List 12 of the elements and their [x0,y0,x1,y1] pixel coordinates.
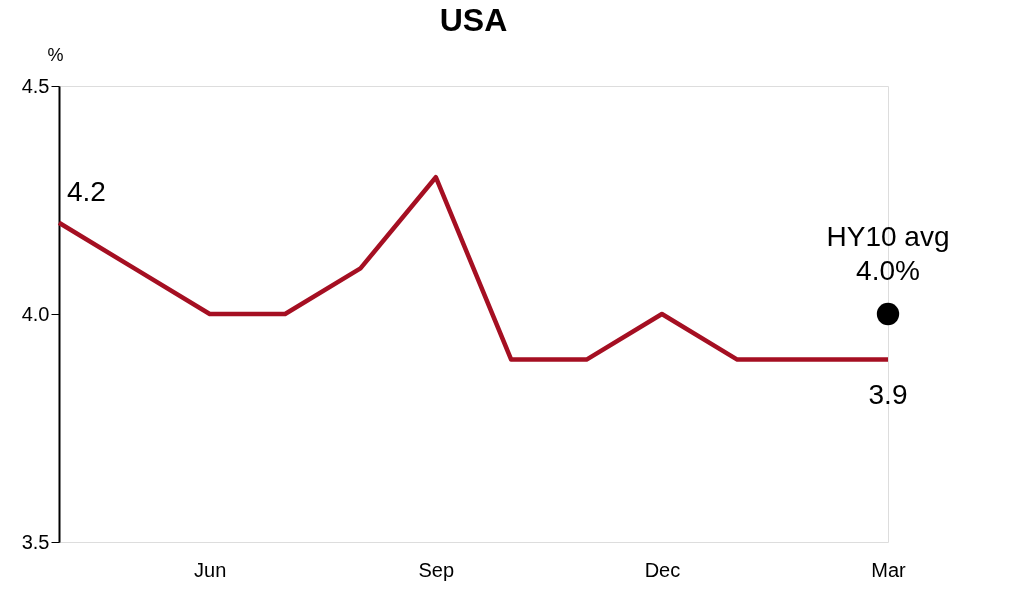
x-tick-label: Dec [644,558,681,581]
x-tick-label: Sep [418,558,455,581]
chart-title: USA [439,2,508,38]
annotation: HY10 avg 4.0% [826,221,950,286]
y-axis-title: % [47,44,64,65]
x-tick-label: Mar [871,558,907,581]
y-tick-label: 3.5 [21,530,50,553]
data-label: 3.9 [868,378,908,410]
data-label: 4.2 [67,175,106,207]
y-tick-label: 4.5 [21,74,50,97]
y-tick-label: 4.0 [21,302,50,325]
x-tick-label: Jun [194,558,227,581]
